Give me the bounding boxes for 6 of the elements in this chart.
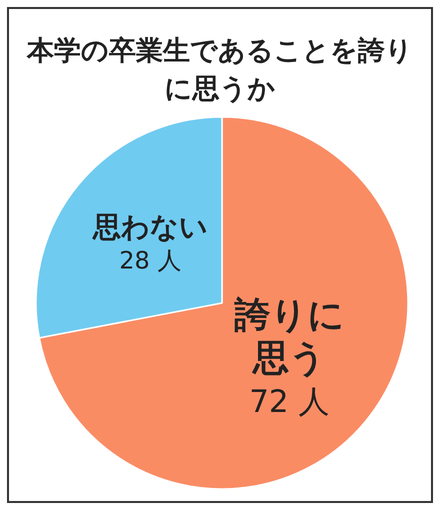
data-label: 28 人 xyxy=(119,246,182,275)
slice-label: 誇りに思う xyxy=(233,295,344,380)
chart-title: 本学の卒業生であることを誇りに思うか xyxy=(26,36,413,104)
pie-slice xyxy=(38,116,409,490)
data-label: 72 人 xyxy=(249,384,330,420)
slice-label: 思わない xyxy=(92,210,208,244)
